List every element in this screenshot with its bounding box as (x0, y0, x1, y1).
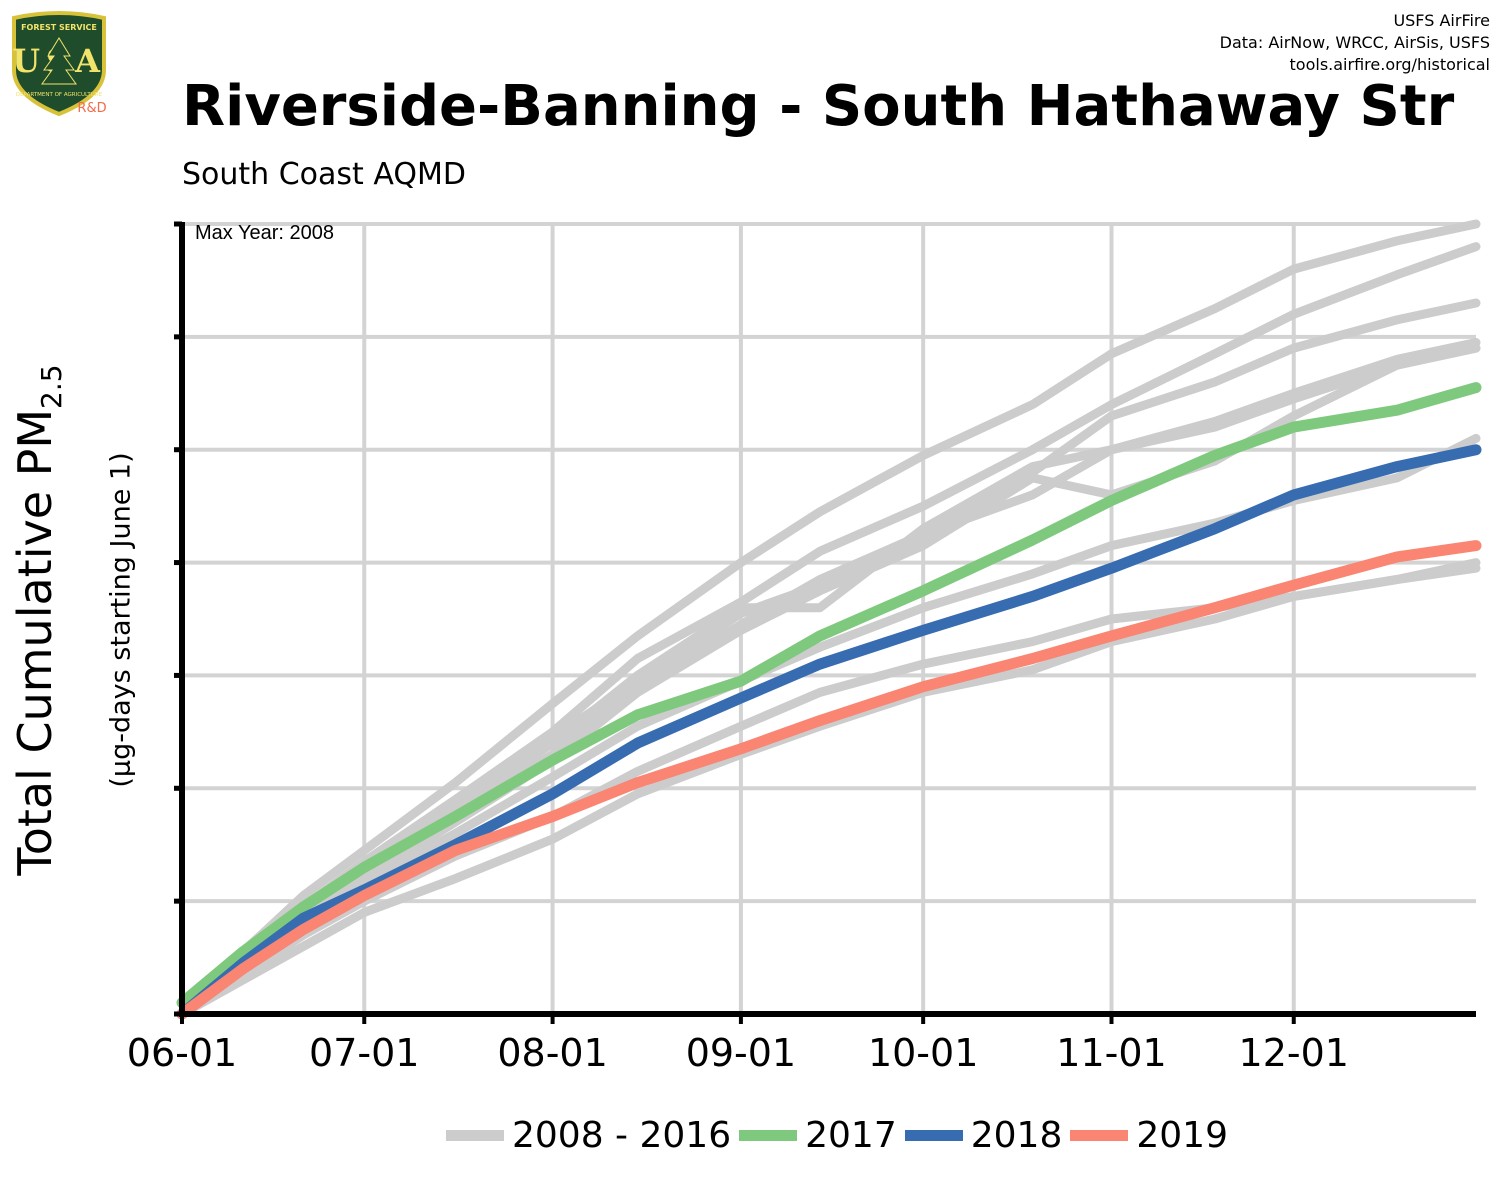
x-tick-label: 06-01 (127, 1031, 237, 1075)
max-year-annotation: Max Year: 2008 (195, 222, 334, 244)
logo-top-text: FOREST SERVICE (21, 23, 97, 32)
x-tick-label: 08-01 (497, 1031, 607, 1075)
legend-swatch (446, 1129, 504, 1141)
legend-item: 2019 (1070, 1115, 1236, 1156)
x-tick-label: 07-01 (309, 1031, 419, 1075)
x-tick-label: 12-01 (1239, 1031, 1349, 1075)
logo-bottom-text: DEPARTMENT OF AGRICULTURE (16, 92, 103, 98)
legend-label: 2018 (970, 1114, 1063, 1156)
legend-item: 2018 (904, 1114, 1071, 1156)
series-line-historical (177, 219, 1481, 1019)
legend-swatch (739, 1129, 798, 1141)
x-tick-label: 11-01 (1056, 1031, 1166, 1075)
chart-subtitle: South Coast AQMD (182, 157, 466, 192)
series-line-historical (177, 338, 1481, 1019)
legend-swatch (1070, 1129, 1129, 1141)
series-line-y2018 (176, 444, 1482, 1020)
series-line-y2019 (176, 540, 1482, 1020)
series-layer (176, 219, 1482, 1020)
credits: USFS AirFire Data: AirNow, WRCC, AirSis,… (1220, 10, 1490, 76)
credit-line-1: USFS AirFire (1393, 11, 1490, 30)
legend-swatch (904, 1129, 963, 1141)
legend-item: 2008 - 2016 (446, 1115, 739, 1156)
x-tick-label: 10-01 (868, 1031, 978, 1075)
credit-line-2: Data: AirNow, WRCC, AirSis, USFS (1219, 33, 1490, 52)
legend-label: 2019 (1136, 1114, 1228, 1156)
credit-line-3: tools.airfire.org/historical (1289, 55, 1490, 74)
legend-label: 2008 - 2016 (512, 1114, 732, 1156)
legend-item: 2017 (739, 1115, 905, 1156)
logo-tag: R&D (77, 101, 106, 116)
tree-icon (41, 37, 77, 85)
legend-label: 2017 (805, 1114, 897, 1156)
legend: 2008 - 2016 2017 2018 2019 (446, 1112, 1236, 1158)
chart-title: Riverside-Banning - South Hathaway Str (182, 74, 1455, 139)
x-tick-label: 09-01 (686, 1031, 796, 1075)
series-line-y2017 (176, 382, 1482, 1009)
axis-layer: 06-01 07-01 08-01 09-01 10-01 11-01 12-01 (127, 221, 1476, 1075)
usfs-logo: FOREST SERVICE USA DEPARTMENT OF AGRICUL… (12, 11, 107, 117)
